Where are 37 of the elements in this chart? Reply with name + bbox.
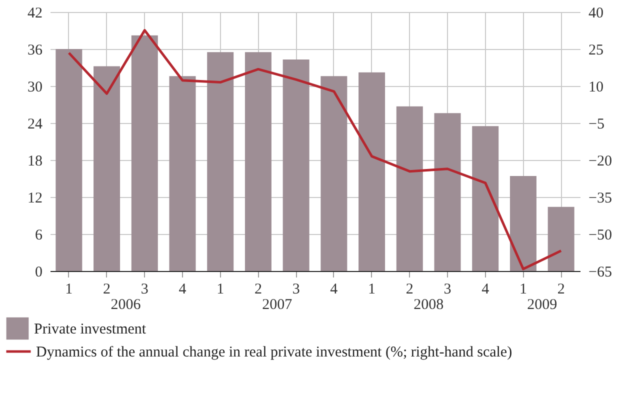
y2-tick-label: −5 <box>588 116 604 132</box>
y2-tick-label: 40 <box>588 6 604 22</box>
text: 2007 <box>262 297 293 313</box>
text: 2006 <box>110 297 142 313</box>
x-tick-label: 2 <box>103 282 111 298</box>
x-tick-label: 3 <box>140 282 148 298</box>
legend-label: Dynamics of the annual change in real private investment (%; right-hand scale) <box>36 344 512 360</box>
text: 2008 <box>414 297 444 313</box>
y-tick-label: 12 <box>28 190 42 206</box>
x-tick-label: 3 <box>292 282 300 298</box>
line-series <box>68 29 562 270</box>
y2-tick-label: −50 <box>588 228 612 244</box>
x-tick-label: 2 <box>254 282 262 298</box>
y-tick-label: 30 <box>28 80 42 96</box>
x-tick-label: 1 <box>368 282 376 298</box>
y-tick-label: 0 <box>35 264 42 280</box>
y-tick-label: 42 <box>28 6 42 22</box>
legend-label: Private investment <box>34 322 147 338</box>
x-tick-label: 3 <box>444 282 452 298</box>
y2-tick-label: 10 <box>588 80 604 96</box>
y2-tick-label: −35 <box>588 190 612 206</box>
x-tick-label: 1 <box>65 282 73 298</box>
x-tick-label: 1 <box>216 282 224 298</box>
y-tick-label: 24 <box>28 116 43 132</box>
x-tick-label: 4 <box>178 282 187 298</box>
y2-tick-label: −65 <box>588 264 612 280</box>
y-tick-label: 36 <box>28 42 43 58</box>
x-tick-label: 2 <box>406 282 414 298</box>
x-tick-label: 1 <box>519 282 527 298</box>
x-tick-label: 4 <box>482 282 490 298</box>
text: 2009 <box>527 297 558 313</box>
y-tick-label: 6 <box>35 228 43 244</box>
x-tick-label: 4 <box>330 282 338 298</box>
y2-tick-label: −20 <box>588 154 612 170</box>
x-tick-label: 2 <box>557 282 565 298</box>
y-tick-label: 18 <box>28 154 42 170</box>
y2-tick-label: 25 <box>588 42 604 58</box>
